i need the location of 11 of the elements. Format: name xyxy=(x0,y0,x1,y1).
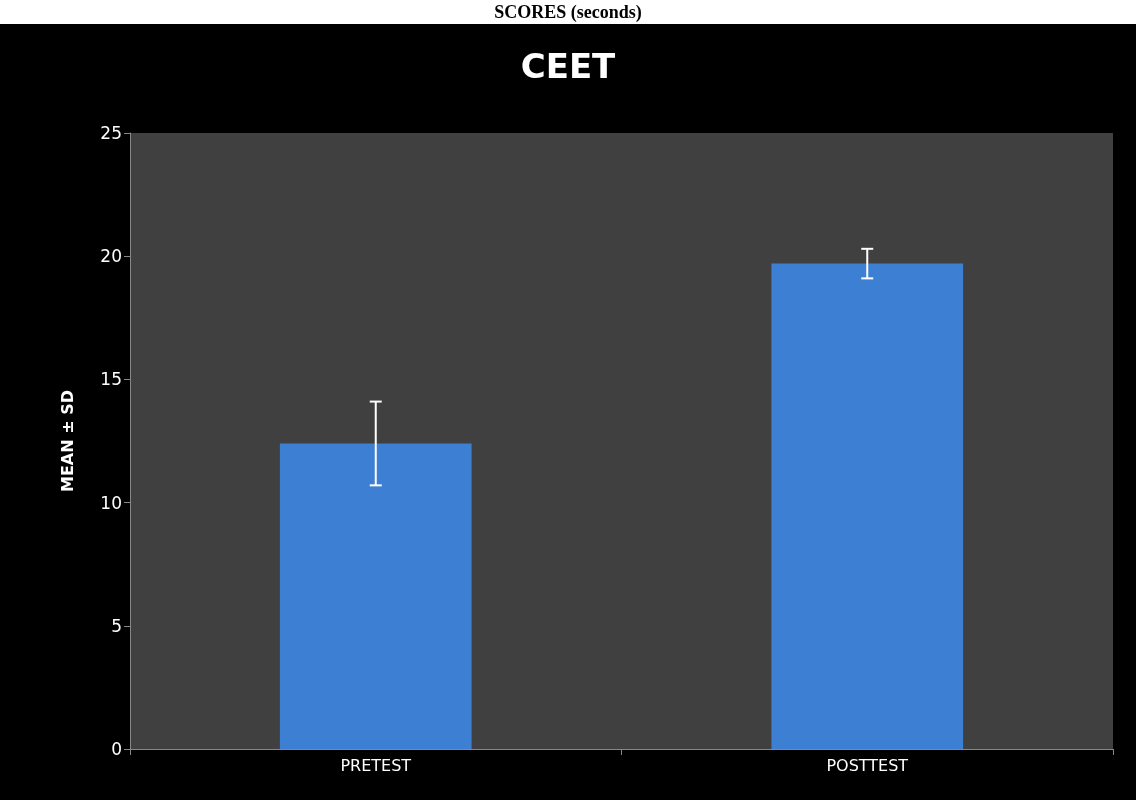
y-axis-title: MEAN ± SD xyxy=(57,390,77,492)
y-tick-label: 0 xyxy=(111,739,122,759)
y-tick-label: 15 xyxy=(100,369,122,390)
x-tick-label: POSTTEST xyxy=(826,755,909,775)
text: SCORES (seconds) xyxy=(494,2,642,22)
y-tick-label: 20 xyxy=(100,246,122,267)
chart-title: CEET xyxy=(520,46,617,86)
x-tick-label: PRETEST xyxy=(340,755,412,775)
y-tick-label: 5 xyxy=(111,615,122,636)
y-tick-label: 25 xyxy=(100,123,122,143)
y-tick-label: 10 xyxy=(100,492,122,513)
